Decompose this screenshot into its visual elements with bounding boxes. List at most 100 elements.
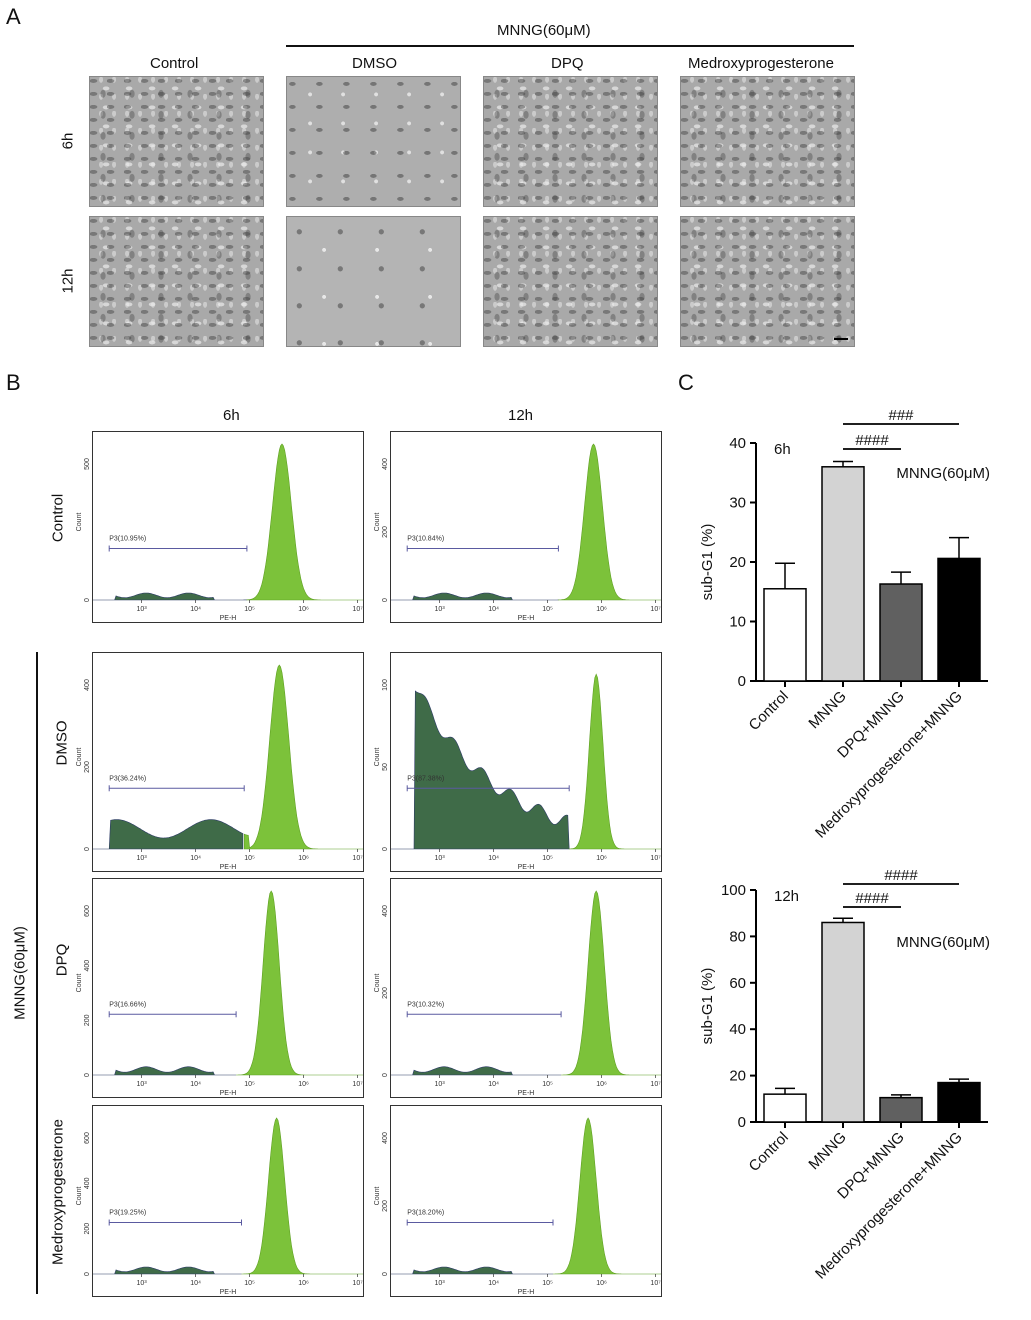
bar-control (763, 588, 807, 682)
y-axis-label: Count (76, 974, 83, 993)
x-tick-label: 10⁷ (352, 606, 363, 613)
gate-p3: P3(10.95%) (108, 536, 248, 552)
scale-bar (834, 338, 848, 340)
histogram-main-peak (246, 443, 363, 601)
gate-p3: P3(36.24%) (108, 775, 245, 792)
x-tick-label: 10⁴ (488, 1280, 499, 1287)
x-tick-label: 10⁶ (298, 1280, 309, 1287)
micrograph-dpq-6h (483, 76, 658, 207)
y-tick-label: 0 (84, 1073, 91, 1077)
error-bar (891, 571, 911, 585)
y-tick-label: 0 (738, 673, 746, 690)
micrograph-medroxyprogesterone-12h (680, 216, 855, 347)
x-axis-label: PE-H (220, 615, 237, 622)
y-tick-label: 100 (382, 679, 389, 691)
micrograph-dpq-12h (483, 216, 658, 347)
x-tick-label: 10⁷ (650, 606, 661, 613)
x-tick-label: 10³ (137, 1280, 148, 1287)
error-bar (949, 536, 969, 559)
x-axis-label: PE-H (518, 1289, 535, 1296)
histogram-medroxyprogesterone-6h: P3(19.25%) 10³ 10⁴ 10⁵ 10⁶ 10⁷ PE-H 0 200 400 600 C… (76, 1105, 364, 1297)
gate-label: P3(19.25%) (109, 1210, 146, 1217)
y-axis-label: Count (374, 748, 381, 767)
x-tick-label: 10³ (435, 1280, 446, 1287)
error-bar (775, 562, 795, 589)
significance-label: #### (884, 867, 918, 884)
x-tick-label: 10⁶ (298, 1081, 309, 1088)
gate-p3: P3(87.38%) (406, 775, 570, 792)
y-axis-label: Count (374, 1187, 381, 1206)
y-tick-label: 60 (729, 975, 746, 992)
histogram-dmso-12h: P3(87.38%) 10³ 10⁴ 10⁵ 10⁶ 10⁷ PE-H 0 50 100 Count (374, 652, 662, 872)
gate-p3: P3(10.84%) (406, 536, 559, 552)
panel-b-letter: B (6, 370, 21, 395)
x-tick-label: 10³ (435, 1081, 446, 1088)
x-tick-label: 10⁷ (352, 855, 363, 862)
y-tick-label: 200 (382, 1200, 389, 1212)
x-axis-label: PE-H (220, 864, 237, 871)
x-axis-label: PE-H (220, 1289, 237, 1296)
histogram-main-peak (553, 1117, 661, 1275)
x-tick-label: 10⁶ (596, 1081, 607, 1088)
histogram-dpq-12h: P3(10.32%) 10³ 10⁴ 10⁵ 10⁶ 10⁷ PE-H 0 200 400 Coun… (374, 878, 662, 1098)
treatment-bracket-line (36, 652, 38, 1294)
histogram-subg1-region (93, 1066, 237, 1076)
histogram-subg1-region (391, 1266, 553, 1275)
error-bar (949, 1078, 969, 1083)
y-tick-label: 0 (382, 1073, 389, 1077)
time-label: 6h (774, 441, 791, 458)
error-bar (833, 460, 853, 467)
column-label-dmso: DMSO (352, 55, 397, 72)
x-tick-label: 10⁵ (542, 1081, 553, 1088)
histogram-main-peak (568, 673, 661, 850)
y-axis-label: sub-G1 (%) (699, 524, 716, 601)
error-bar (775, 1087, 795, 1095)
x-tick-label: 10⁶ (298, 606, 309, 613)
x-tick-label: 10⁶ (596, 1280, 607, 1287)
x-tick-label: 10⁴ (190, 606, 201, 613)
x-tick-label: 10⁷ (650, 1280, 661, 1287)
y-axis-label: Count (76, 1187, 83, 1206)
significance-bracket: #### (843, 890, 901, 908)
y-tick-label: 600 (84, 905, 91, 917)
x-tick-label: 10⁵ (244, 855, 255, 862)
x-tick-label: 10⁵ (542, 1280, 553, 1287)
column-label-medroxyprogesterone: Medroxyprogesterone (688, 55, 834, 72)
y-tick-label: 200 (382, 987, 389, 999)
gate-label: P3(36.24%) (109, 775, 146, 782)
histogram-subg1-region (93, 592, 248, 601)
y-tick-label: 400 (84, 960, 91, 972)
y-tick-label: 0 (382, 847, 389, 851)
bar-medroxyprogesterone-mnng (937, 557, 981, 682)
histogram-subg1-region (93, 819, 244, 850)
gate-p3: P3(19.25%) (108, 1210, 242, 1226)
gate-label: P3(10.95%) (109, 536, 146, 543)
x-tick-label: 10⁴ (488, 1081, 499, 1088)
significance-label: ### (888, 407, 914, 424)
x-axis-label: PE-H (518, 1090, 535, 1097)
y-tick-label: 30 (729, 495, 746, 512)
bar-mnng (821, 921, 865, 1123)
y-tick-label: 200 (382, 526, 389, 538)
y-tick-label: 400 (84, 1177, 91, 1189)
x-axis-label: PE-H (518, 864, 535, 871)
y-axis-label: sub-G1 (%) (699, 968, 716, 1045)
x-axis-label: PE-H (518, 615, 535, 622)
y-tick-label: 400 (84, 679, 91, 691)
panel-b-row-medroxyprogesterone: Medroxyprogesterone (49, 1119, 67, 1265)
x-tick-label: 10⁴ (190, 1280, 201, 1287)
histogram-medroxyprogesterone-12h: P3(18.20%) 10³ 10⁴ 10⁵ 10⁶ 10⁷ PE-H 0 200 400 Coun… (374, 1105, 662, 1297)
x-tick-label: 10³ (137, 606, 148, 613)
gate-p3: P3(10.32%) (406, 1001, 562, 1018)
category-label: Control (746, 1129, 792, 1175)
x-tick-label: 10⁷ (352, 1280, 363, 1287)
y-tick-label: 400 (382, 905, 389, 917)
y-tick-label: 400 (382, 458, 389, 470)
panel-b-row-dpq: DPQ (53, 943, 71, 977)
y-tick-label: 0 (84, 1272, 91, 1276)
y-axis-label: Count (374, 974, 381, 993)
y-tick-label: 40 (729, 1021, 746, 1038)
column-label-dpq: DPQ (551, 55, 584, 72)
histogram-subg1-region (391, 592, 559, 601)
